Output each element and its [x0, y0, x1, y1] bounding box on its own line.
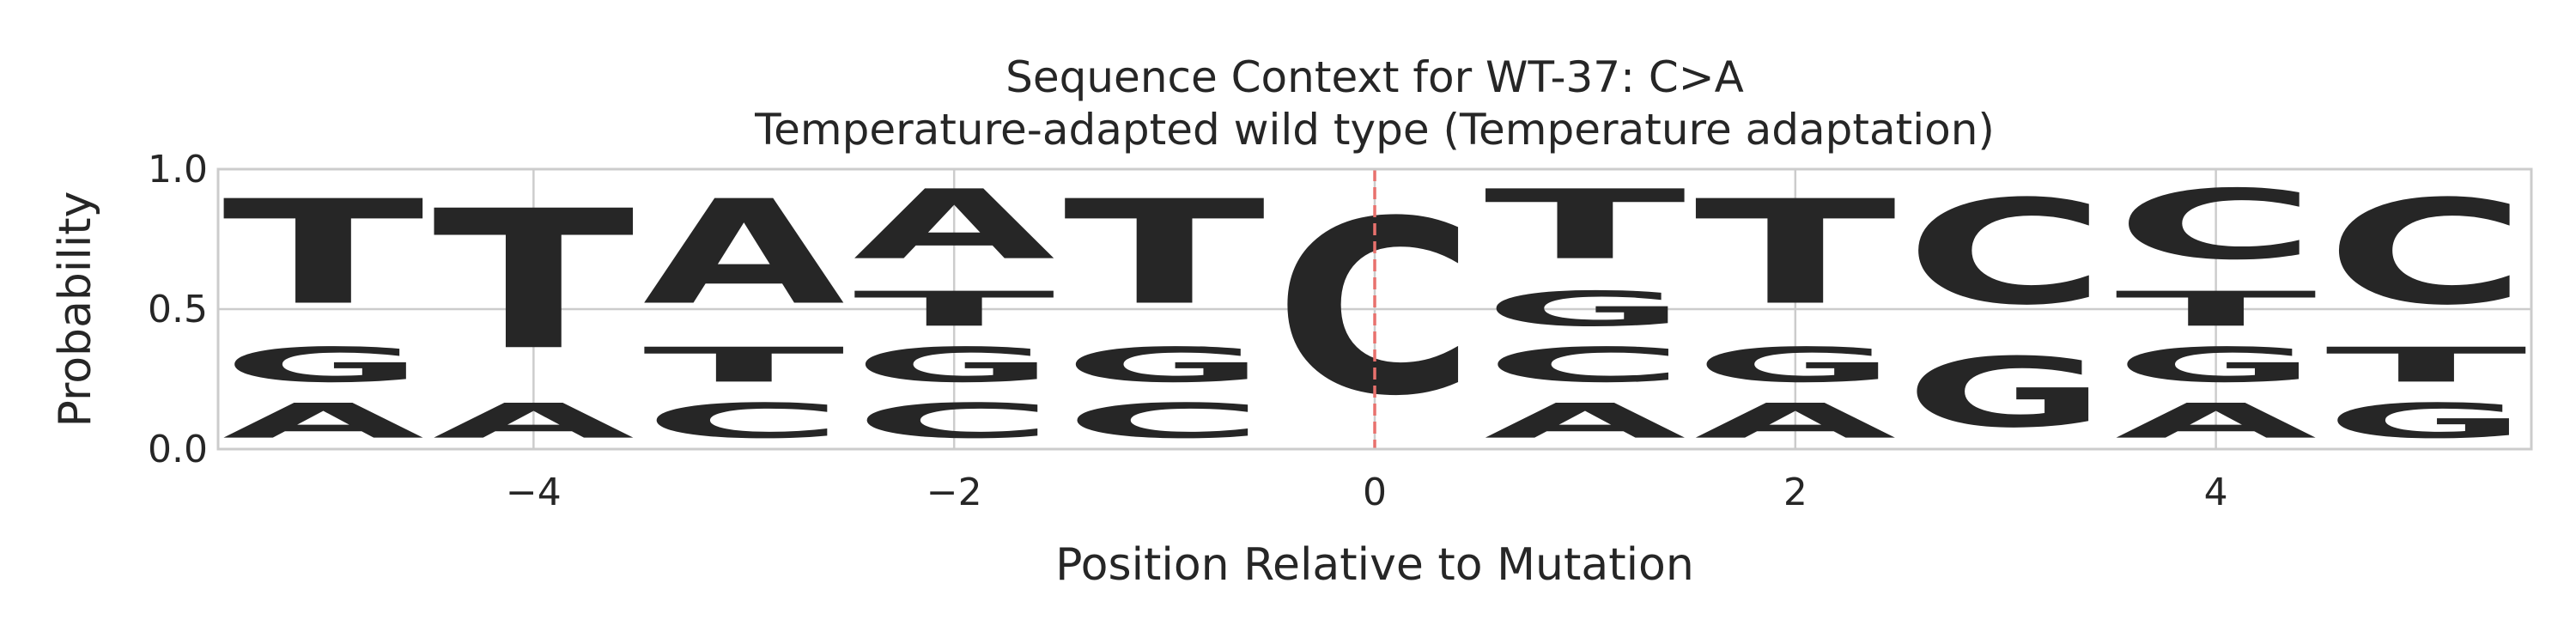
logo-letter-A: A — [643, 169, 845, 337]
logo-letter-G: G — [854, 337, 1055, 393]
logo-letter-G: G — [1484, 281, 1686, 337]
y-tick-label: 1.0 — [148, 148, 208, 191]
logo-letter-G: G — [2325, 393, 2527, 449]
y-axis-ticks: 0.0 0.5 1.0 — [148, 148, 208, 471]
y-tick-label: 0.0 — [148, 428, 208, 471]
logo-letter-C: C — [1064, 393, 1266, 449]
x-tick-label: 0 — [1363, 471, 1387, 514]
logo-letter-G: G — [2115, 337, 2317, 393]
logo-letter-A: A — [854, 169, 1055, 281]
logo-letter-T: T — [643, 337, 845, 393]
x-axis-label: Position Relative to Mutation — [1055, 539, 1694, 591]
logo-letter-G: G — [1905, 337, 2106, 449]
logo-letter-C: C — [1905, 170, 2106, 337]
chart-title: Sequence Context for WT-37: C>A — [1005, 52, 1744, 102]
logo-letter-T: T — [1694, 170, 1898, 337]
x-tick-label: −4 — [506, 471, 562, 514]
y-axis-label: Probability — [50, 191, 101, 428]
y-tick-label: 0.5 — [148, 288, 208, 331]
logo-letter-G: G — [222, 337, 424, 393]
x-tick-label: −2 — [927, 471, 982, 514]
logo-letter-T: T — [1484, 170, 1687, 282]
logo-letter-A: A — [1694, 393, 1896, 449]
logo-letter-T: T — [222, 170, 426, 337]
logo-letter-A: A — [433, 393, 635, 449]
logo-letter-T: T — [2325, 337, 2527, 393]
logo-letter-T: T — [854, 282, 1055, 337]
logo-letter-C: C — [854, 393, 1055, 449]
chart-subtitle: Temperature-adapted wild type (Temperatu… — [754, 105, 1995, 155]
logo-letter-A: A — [222, 393, 424, 449]
logo-letter-G: G — [1064, 337, 1266, 393]
logo-letter-C: C — [2115, 169, 2317, 281]
logo-letter-C: C — [2325, 170, 2527, 337]
logo-letter-A: A — [2115, 393, 2317, 449]
logo-letter-A: A — [1484, 393, 1686, 449]
logo-letter-G: G — [1694, 337, 1896, 393]
logo-letter-C: C — [1484, 337, 1686, 393]
logo-letter-T: T — [2115, 282, 2317, 337]
x-tick-label: 2 — [1783, 471, 1807, 514]
x-tick-label: 4 — [2204, 471, 2228, 514]
logo-letter-T: T — [1064, 170, 1267, 337]
logo-letter-T: T — [433, 170, 636, 392]
plot-frame — [216, 167, 2533, 451]
logo-letter-C: C — [643, 393, 845, 449]
x-axis-ticks: −4 −2 0 2 4 — [506, 471, 2228, 514]
